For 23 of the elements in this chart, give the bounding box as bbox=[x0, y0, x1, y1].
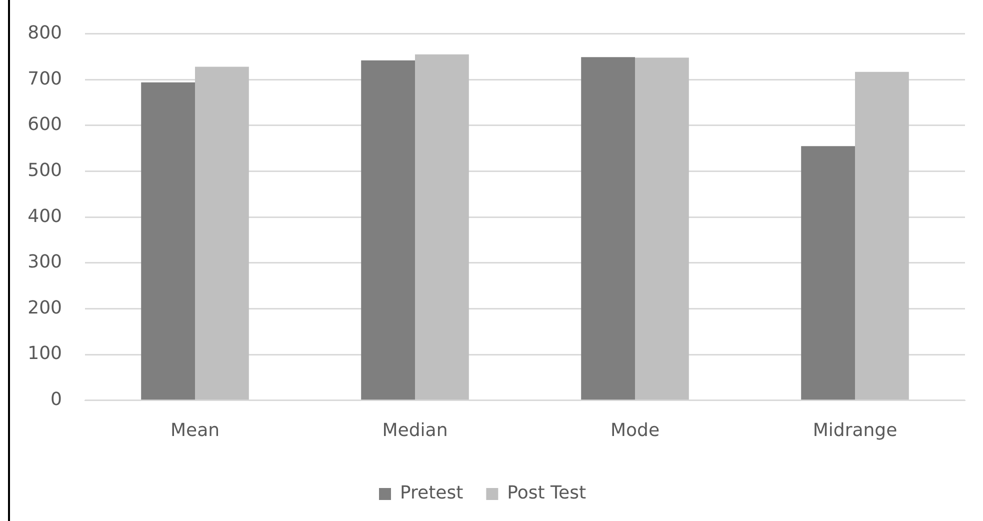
x-tick-label: Median bbox=[382, 420, 448, 441]
y-tick-label: 200 bbox=[28, 297, 62, 318]
y-tick-label: 300 bbox=[28, 252, 62, 273]
bar bbox=[361, 60, 415, 400]
y-tick-label: 0 bbox=[50, 389, 62, 410]
x-tick-label: Midrange bbox=[812, 420, 898, 441]
bar bbox=[855, 72, 909, 400]
x-tick-label: Mean bbox=[170, 420, 220, 441]
y-tick-label: 600 bbox=[28, 114, 62, 136]
legend-label: Pretest bbox=[400, 482, 464, 504]
bar bbox=[195, 66, 249, 400]
bar bbox=[415, 54, 469, 400]
y-tick-label: 700 bbox=[28, 68, 62, 90]
bar bbox=[635, 58, 689, 400]
y-tick-label: 100 bbox=[28, 343, 62, 364]
bar bbox=[801, 146, 855, 400]
y-tick-label: 500 bbox=[28, 160, 62, 181]
x-tick-label: Mode bbox=[610, 420, 660, 441]
y-tick-label: 800 bbox=[28, 22, 62, 44]
legend-label: Post Test bbox=[507, 482, 586, 504]
bar bbox=[581, 57, 635, 400]
bar bbox=[141, 82, 195, 400]
y-tick-label: 400 bbox=[28, 206, 62, 227]
